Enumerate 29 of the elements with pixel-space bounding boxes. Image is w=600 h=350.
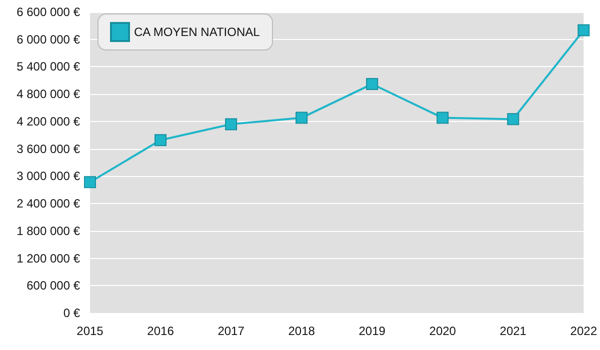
- point: [84, 176, 96, 188]
- point: [436, 112, 449, 124]
- x-tick-label: 2019: [358, 324, 386, 338]
- x-tick-label: 2020: [429, 324, 456, 338]
- y-tick-label: 600 000 €: [26, 278, 80, 293]
- y-tick-label: 5 400 000 €: [16, 60, 80, 74]
- y-tick-label: 0 €: [63, 306, 80, 320]
- y-tick-label: 4 200 000 €: [16, 114, 80, 128]
- y-tick-label: 6 000 000 €: [16, 32, 80, 46]
- y-tick-label: 1 200 000 €: [16, 251, 80, 266]
- legend-label: CA MOYEN NATIONAL: [134, 25, 260, 39]
- x-tick-label: 2021: [500, 324, 527, 338]
- point: [366, 78, 378, 90]
- y-tick-label: 2 400 000 €: [16, 196, 80, 211]
- y-tick-label: 1 800 000 €: [16, 224, 80, 238]
- point: [296, 112, 308, 124]
- x-tick-label: 2015: [76, 324, 104, 338]
- x-tick-label: 2016: [147, 324, 174, 338]
- y-tick-label: 3 000 000 €: [16, 169, 80, 184]
- point: [507, 113, 520, 126]
- x-tick-label: 2017: [218, 324, 245, 338]
- x-tick-label: 2022: [570, 324, 598, 338]
- y-tick-label: 6 600 000 €: [16, 5, 80, 19]
- y-tick-label: 3 600 000 €: [16, 142, 80, 156]
- x-tick-label: 2018: [288, 324, 316, 338]
- y-tick-label: 4 800 000 €: [16, 87, 80, 102]
- point: [154, 134, 167, 146]
- point: [578, 24, 590, 36]
- point: [225, 118, 238, 130]
